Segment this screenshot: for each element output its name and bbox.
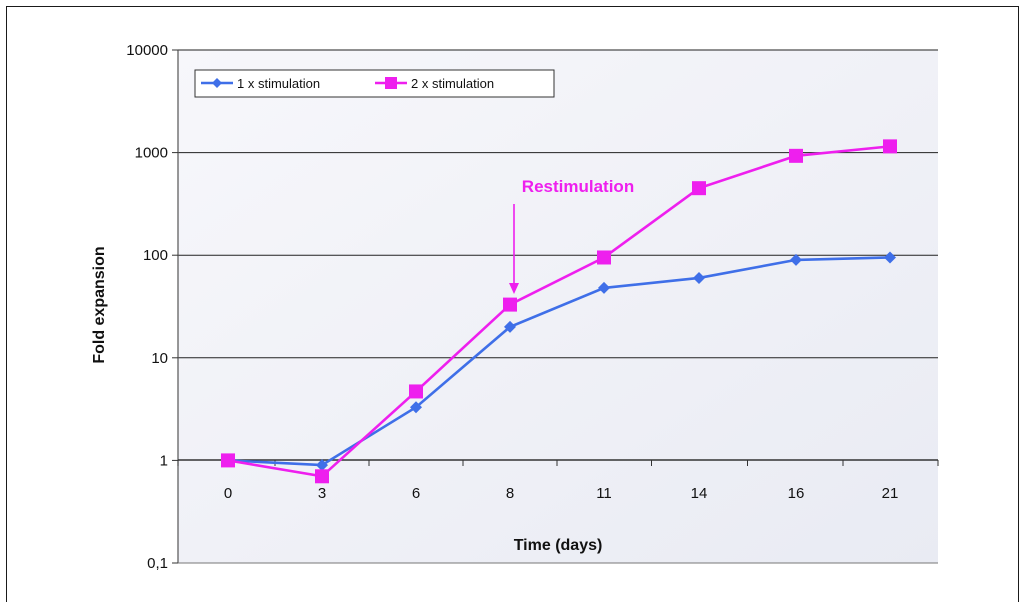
data-point [503, 297, 517, 312]
data-point [315, 469, 329, 484]
y-tick-label: 100 [143, 247, 168, 264]
x-tick-label: 16 [788, 485, 805, 502]
restimulation-label: Restimulation [522, 177, 634, 196]
data-point [409, 384, 423, 399]
x-tick-label: 0 [224, 485, 232, 502]
x-tick-label: 8 [506, 485, 514, 502]
chart-frame [6, 6, 1019, 602]
series-line [227, 256, 891, 467]
legend-label: 2 x stimulation [411, 76, 494, 91]
y-tick-label: 1 [160, 452, 168, 469]
data-point [883, 139, 897, 154]
data-point [692, 181, 706, 196]
y-tick-label: 1000 [135, 145, 168, 162]
data-point [221, 453, 235, 468]
x-tick-label: 21 [882, 485, 899, 502]
legend-marker [385, 77, 397, 89]
legend-label: 1 x stimulation [237, 76, 320, 91]
x-tick-label: 14 [691, 485, 708, 502]
restimulation-arrowhead [509, 283, 519, 294]
y-axis-title: Fold expansion [91, 246, 108, 363]
series-line [227, 145, 891, 478]
x-tick-label: 3 [318, 485, 326, 502]
x-axis-title: Time (days) [514, 537, 603, 554]
data-point [693, 271, 705, 284]
data-point [789, 148, 803, 163]
x-tick-label: 11 [596, 485, 612, 502]
data-point [504, 320, 516, 333]
data-point [598, 281, 610, 294]
y-tick-label: 10000 [126, 42, 168, 59]
data-point [884, 251, 896, 264]
x-tick-label: 6 [412, 485, 420, 502]
y-tick-label: 10 [151, 350, 168, 367]
data-point [410, 401, 422, 414]
legend-marker [212, 78, 222, 88]
data-point [790, 253, 802, 266]
y-tick-label: 0,1 [147, 555, 168, 572]
data-point [316, 459, 328, 472]
data-point [597, 250, 611, 265]
legend [194, 69, 555, 98]
